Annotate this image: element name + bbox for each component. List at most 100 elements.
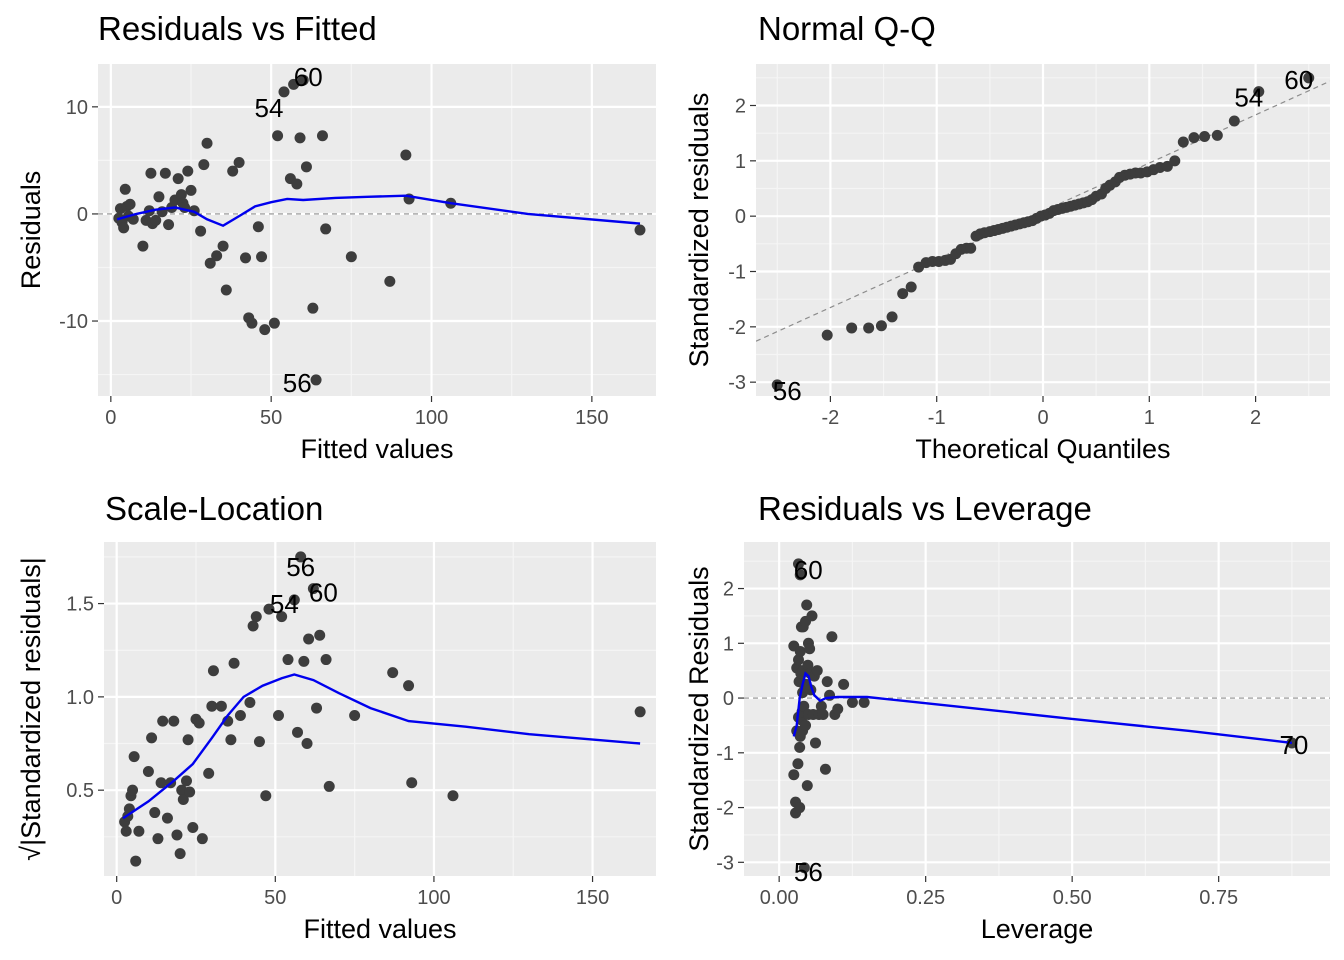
- chart-title: Scale-Location: [105, 490, 323, 527]
- y-axis-label: Standardized Residuals: [684, 566, 714, 851]
- data-point: [798, 862, 810, 874]
- y-axis-label: √|Standardized residuals|: [16, 557, 46, 861]
- y-tick-label: 0.5: [66, 780, 94, 802]
- y-tick-label: -2: [716, 798, 734, 820]
- chart-residuals-vs-fitted: 0 50 100 150 -10 0 10 60 54 56 Residuals vs Fitted…: [16, 10, 656, 464]
- data-point: [182, 165, 194, 177]
- data-point: [120, 825, 132, 837]
- data-point: [826, 631, 838, 643]
- data-point: [234, 710, 246, 722]
- smooth-line: [792, 671, 1293, 745]
- data-point: [272, 130, 284, 142]
- y-tick-label: 1: [735, 151, 746, 173]
- data-point: [303, 633, 315, 645]
- data-point: [838, 678, 850, 690]
- data-point: [259, 324, 271, 336]
- data-point: [788, 769, 800, 781]
- x-tick-label: 2: [1250, 407, 1261, 429]
- data-point: [800, 719, 812, 731]
- data-point: [196, 833, 208, 845]
- x-tick-label: 100: [417, 887, 450, 909]
- panel-background: [104, 542, 656, 876]
- data-point: [295, 551, 307, 563]
- x-tick-label: 0: [1037, 407, 1048, 429]
- y-tick-label: -3: [728, 372, 746, 394]
- y-axis-label: Residuals: [16, 171, 46, 290]
- data-point: [195, 225, 207, 237]
- data-point: [821, 676, 833, 688]
- data-point: [142, 766, 154, 778]
- y-tick-label: -3: [716, 852, 734, 874]
- data-point: [301, 738, 313, 750]
- data-point: [182, 734, 194, 746]
- data-point: [130, 855, 142, 867]
- data-point: [314, 629, 326, 641]
- x-axis-label: Fitted values: [303, 914, 456, 944]
- x-tick-label: -1: [928, 407, 946, 429]
- y-tick-label: 1: [723, 633, 734, 655]
- data-point: [256, 251, 268, 263]
- data-point: [965, 242, 977, 254]
- data-point: [811, 665, 823, 677]
- data-point: [809, 737, 821, 749]
- data-point: [163, 219, 175, 231]
- data-point: [794, 802, 806, 814]
- data-point: [863, 322, 875, 334]
- data-point: [297, 74, 309, 86]
- data-point: [206, 700, 218, 712]
- data-point: [137, 240, 149, 252]
- data-point: [801, 780, 813, 792]
- data-point: [128, 751, 140, 763]
- data-point: [204, 257, 216, 269]
- data-point: [403, 680, 415, 692]
- data-point: [905, 281, 917, 293]
- data-point: [253, 736, 265, 748]
- point-label: 60: [294, 62, 323, 92]
- data-point: [161, 812, 173, 824]
- x-tick-label: 0: [105, 407, 116, 429]
- data-point: [127, 784, 139, 796]
- panel-background: [98, 64, 656, 396]
- x-axis-label: Fitted values: [300, 434, 453, 464]
- x-axis-label: Leverage: [981, 914, 1094, 944]
- chart-title: Residuals vs Leverage: [758, 490, 1092, 527]
- data-point: [806, 610, 818, 622]
- x-axis-label: Theoretical Quantiles: [915, 434, 1170, 464]
- data-point: [846, 322, 858, 334]
- y-tick-label: 0: [77, 204, 88, 226]
- plot-area: [756, 72, 1330, 391]
- data-point: [250, 611, 262, 623]
- data-point: [149, 807, 161, 819]
- x-tick-label: 50: [260, 407, 282, 429]
- data-point: [320, 654, 332, 666]
- data-point: [291, 178, 303, 190]
- data-point: [634, 706, 646, 718]
- x-tick-label: 1: [1144, 407, 1155, 429]
- data-point: [307, 302, 319, 314]
- data-point: [400, 149, 412, 161]
- data-point: [252, 221, 264, 233]
- data-point: [145, 167, 157, 179]
- plot-area: [119, 551, 646, 867]
- data-point: [133, 825, 145, 837]
- data-point: [345, 251, 357, 263]
- data-point: [168, 715, 180, 727]
- point-label: 56: [773, 376, 802, 406]
- smooth-line: [116, 194, 641, 228]
- data-point: [792, 758, 804, 770]
- data-point: [155, 777, 167, 789]
- data-point: [792, 654, 804, 666]
- data-point: [815, 700, 827, 712]
- data-point: [1303, 72, 1315, 84]
- data-point: [268, 317, 280, 329]
- smooth-line: [122, 673, 641, 820]
- data-point: [153, 191, 165, 203]
- point-label: 56: [286, 552, 315, 582]
- y-tick-label: -10: [59, 311, 88, 333]
- data-point: [798, 700, 810, 712]
- y-tick-label: 1.0: [66, 687, 94, 709]
- data-point: [323, 780, 335, 792]
- plot-area: [98, 74, 656, 386]
- y-tick-label: 2: [735, 96, 746, 118]
